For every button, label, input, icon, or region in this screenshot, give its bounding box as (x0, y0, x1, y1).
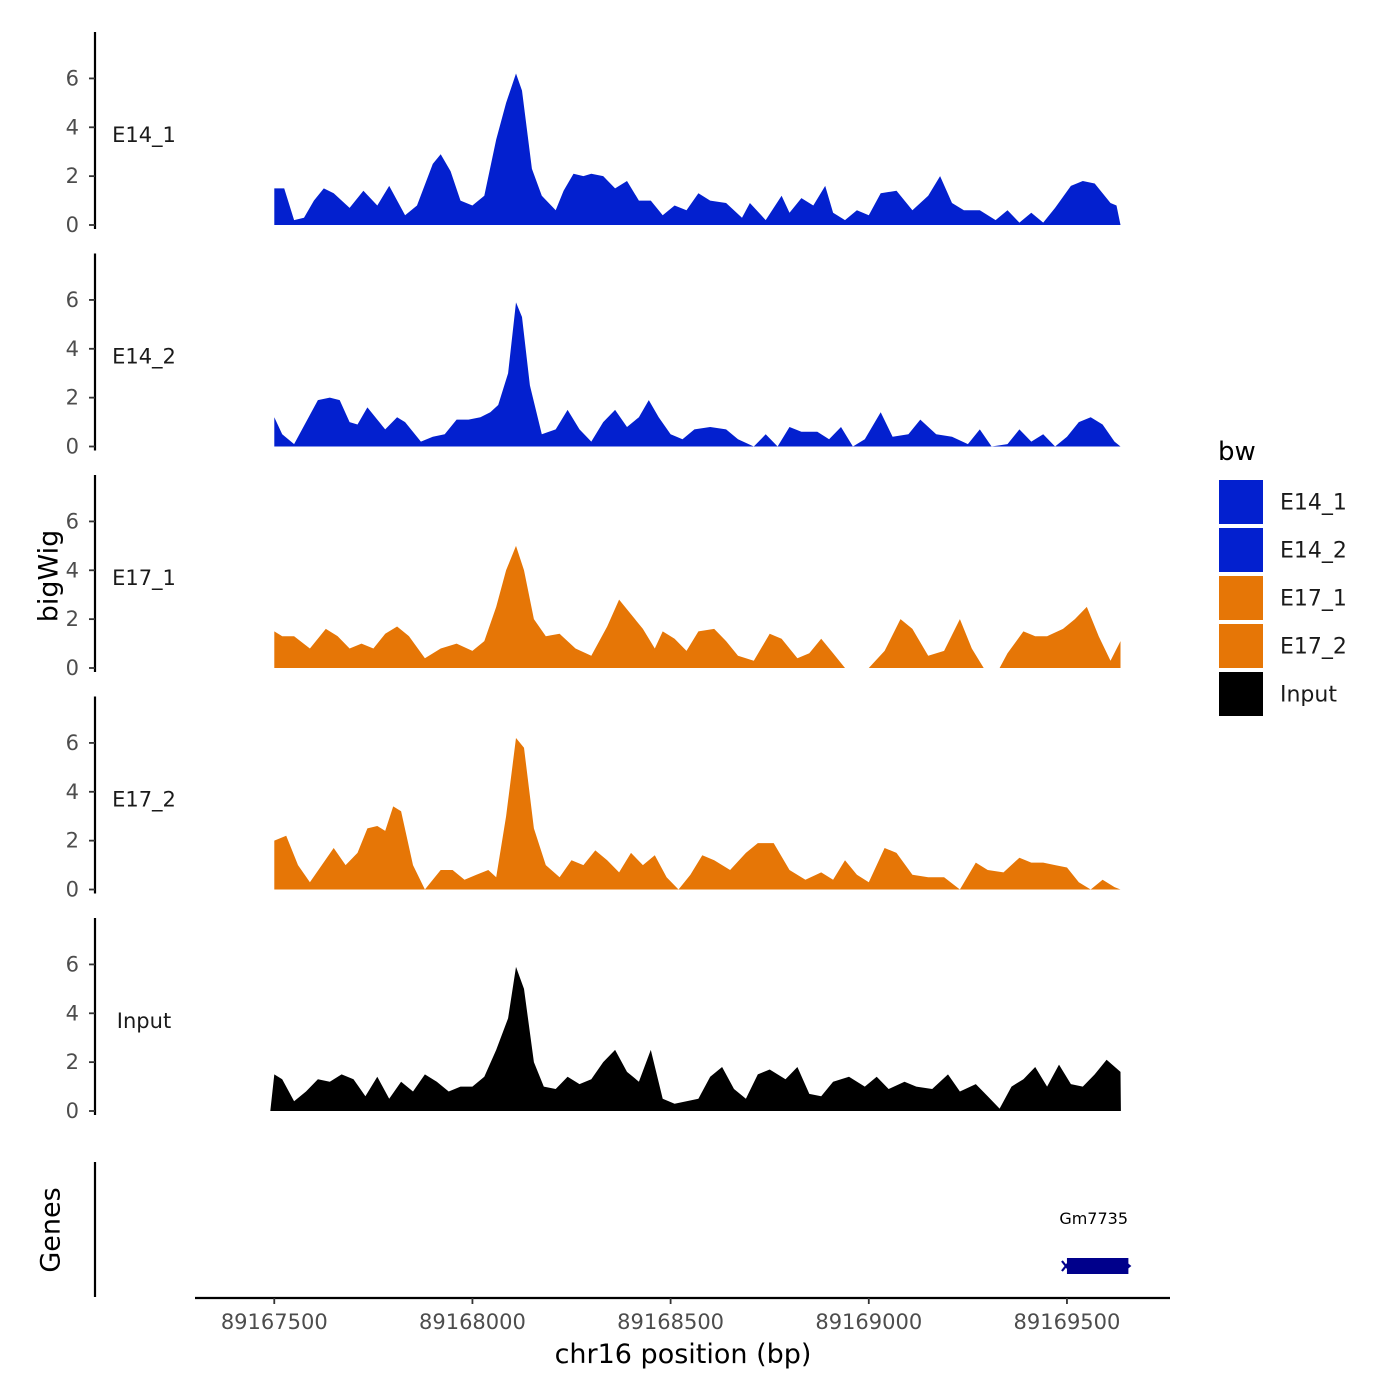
x-tick-label: 89167500 (221, 1310, 328, 1334)
tracks-layer: 0 2 4 6 E14_1 0 2 4 6 E14_2 0 2 4 6 E17_1 0 2 4 6 E17_2 0 2 4 6… (66, 32, 1121, 1123)
signal-area-e14-1 (274, 73, 1121, 225)
track-label: E14_1 (112, 123, 176, 148)
track-label: E17_2 (112, 788, 176, 813)
legend-item-input: Input (1219, 672, 1337, 716)
legend-item-e14-1: E14_1 (1219, 480, 1347, 524)
y-tick-label: 6 (66, 509, 79, 533)
gene-end-marker-icon (1126, 1262, 1132, 1270)
y-tick-label: 6 (66, 288, 79, 312)
y-tick-label: 2 (66, 164, 79, 188)
signal-area-e14-2 (274, 302, 1121, 447)
legend-swatch (1219, 576, 1263, 620)
signal-area-e17-2 (274, 738, 1121, 890)
track-e17-2: 0 2 4 6 E17_2 (66, 696, 1121, 902)
gene-exon-block (1066, 1258, 1129, 1274)
track-label: E14_2 (112, 345, 176, 370)
y-tick-label: 6 (66, 952, 79, 976)
y-tick-label: 4 (66, 115, 79, 139)
legend-label: Input (1280, 683, 1337, 708)
y-tick-label: 0 (66, 878, 79, 902)
track-label: E17_1 (112, 566, 176, 591)
y-tick-label: 4 (66, 337, 79, 361)
legend: bw E14_1 E14_2 E17_1 E17_2 Input (1218, 437, 1347, 716)
y-tick-label: 2 (66, 607, 79, 631)
gene-name-label: Gm7735 (1059, 1209, 1128, 1228)
y-tick-label: 6 (66, 731, 79, 755)
y-tick-label: 0 (66, 1099, 79, 1123)
x-axis-title: chr16 position (bp) (555, 1339, 812, 1370)
y-tick-label: 4 (66, 558, 79, 582)
track-input: 0 2 4 6 Input (66, 918, 1121, 1123)
legend-title: bw (1218, 437, 1256, 467)
x-tick-label: 89169500 (1014, 1310, 1121, 1334)
signal-area-e17-1 (274, 545, 1121, 668)
track-e14-1: 0 2 4 6 E14_1 (66, 32, 1121, 237)
y-tick-label: 4 (66, 780, 79, 804)
legend-label: E14_2 (1280, 539, 1347, 564)
signal-area-input (270, 966, 1121, 1111)
legend-item-e14-2: E14_2 (1219, 528, 1347, 572)
y-tick-label: 2 (66, 1050, 79, 1074)
legend-swatch (1219, 624, 1263, 668)
y-tick-label: 0 (66, 656, 79, 680)
y-tick-label: 0 (66, 213, 79, 237)
genes-panel-label: Genes (36, 1187, 67, 1272)
gene-strand-marker-icon (1061, 1260, 1071, 1272)
track-e14-2: 0 2 4 6 E14_2 (66, 253, 1121, 459)
x-tick-label: 89168500 (617, 1310, 724, 1334)
legend-swatch (1219, 528, 1263, 572)
x-axis: 89167500 89168000 89168500 89169000 89169500… (195, 1296, 1170, 1370)
legend-label: E17_2 (1280, 635, 1347, 660)
track-e17-1: 0 2 4 6 E17_1 (66, 475, 1121, 680)
gene-models: Gm7735 (1059, 1209, 1132, 1274)
genes-panel: Genes Gm7735 (36, 1162, 1132, 1297)
y-axis-title: bigWig (34, 530, 65, 623)
y-tick-label: 6 (66, 66, 79, 90)
y-tick-label: 2 (66, 829, 79, 853)
x-axis-ticks: 89167500 89168000 89168500 89169000 89169500 (221, 1298, 1121, 1334)
x-tick-label: 89169000 (815, 1310, 922, 1334)
legend-item-e17-1: E17_1 (1219, 576, 1347, 620)
legend-swatch (1219, 672, 1263, 716)
y-tick-label: 4 (66, 1001, 79, 1025)
legend-label: E17_1 (1280, 587, 1347, 612)
legend-label: E14_1 (1280, 491, 1347, 516)
track-label: Input (117, 1009, 171, 1033)
legend-swatch (1219, 480, 1263, 524)
y-tick-label: 0 (66, 435, 79, 459)
legend-item-e17-2: E17_2 (1219, 624, 1347, 668)
x-tick-label: 89168000 (419, 1310, 526, 1334)
legend-items: E14_1 E14_2 E17_1 E17_2 Input (1219, 480, 1347, 716)
gene-model: Gm7735 (1059, 1209, 1132, 1274)
y-tick-label: 2 (66, 386, 79, 410)
